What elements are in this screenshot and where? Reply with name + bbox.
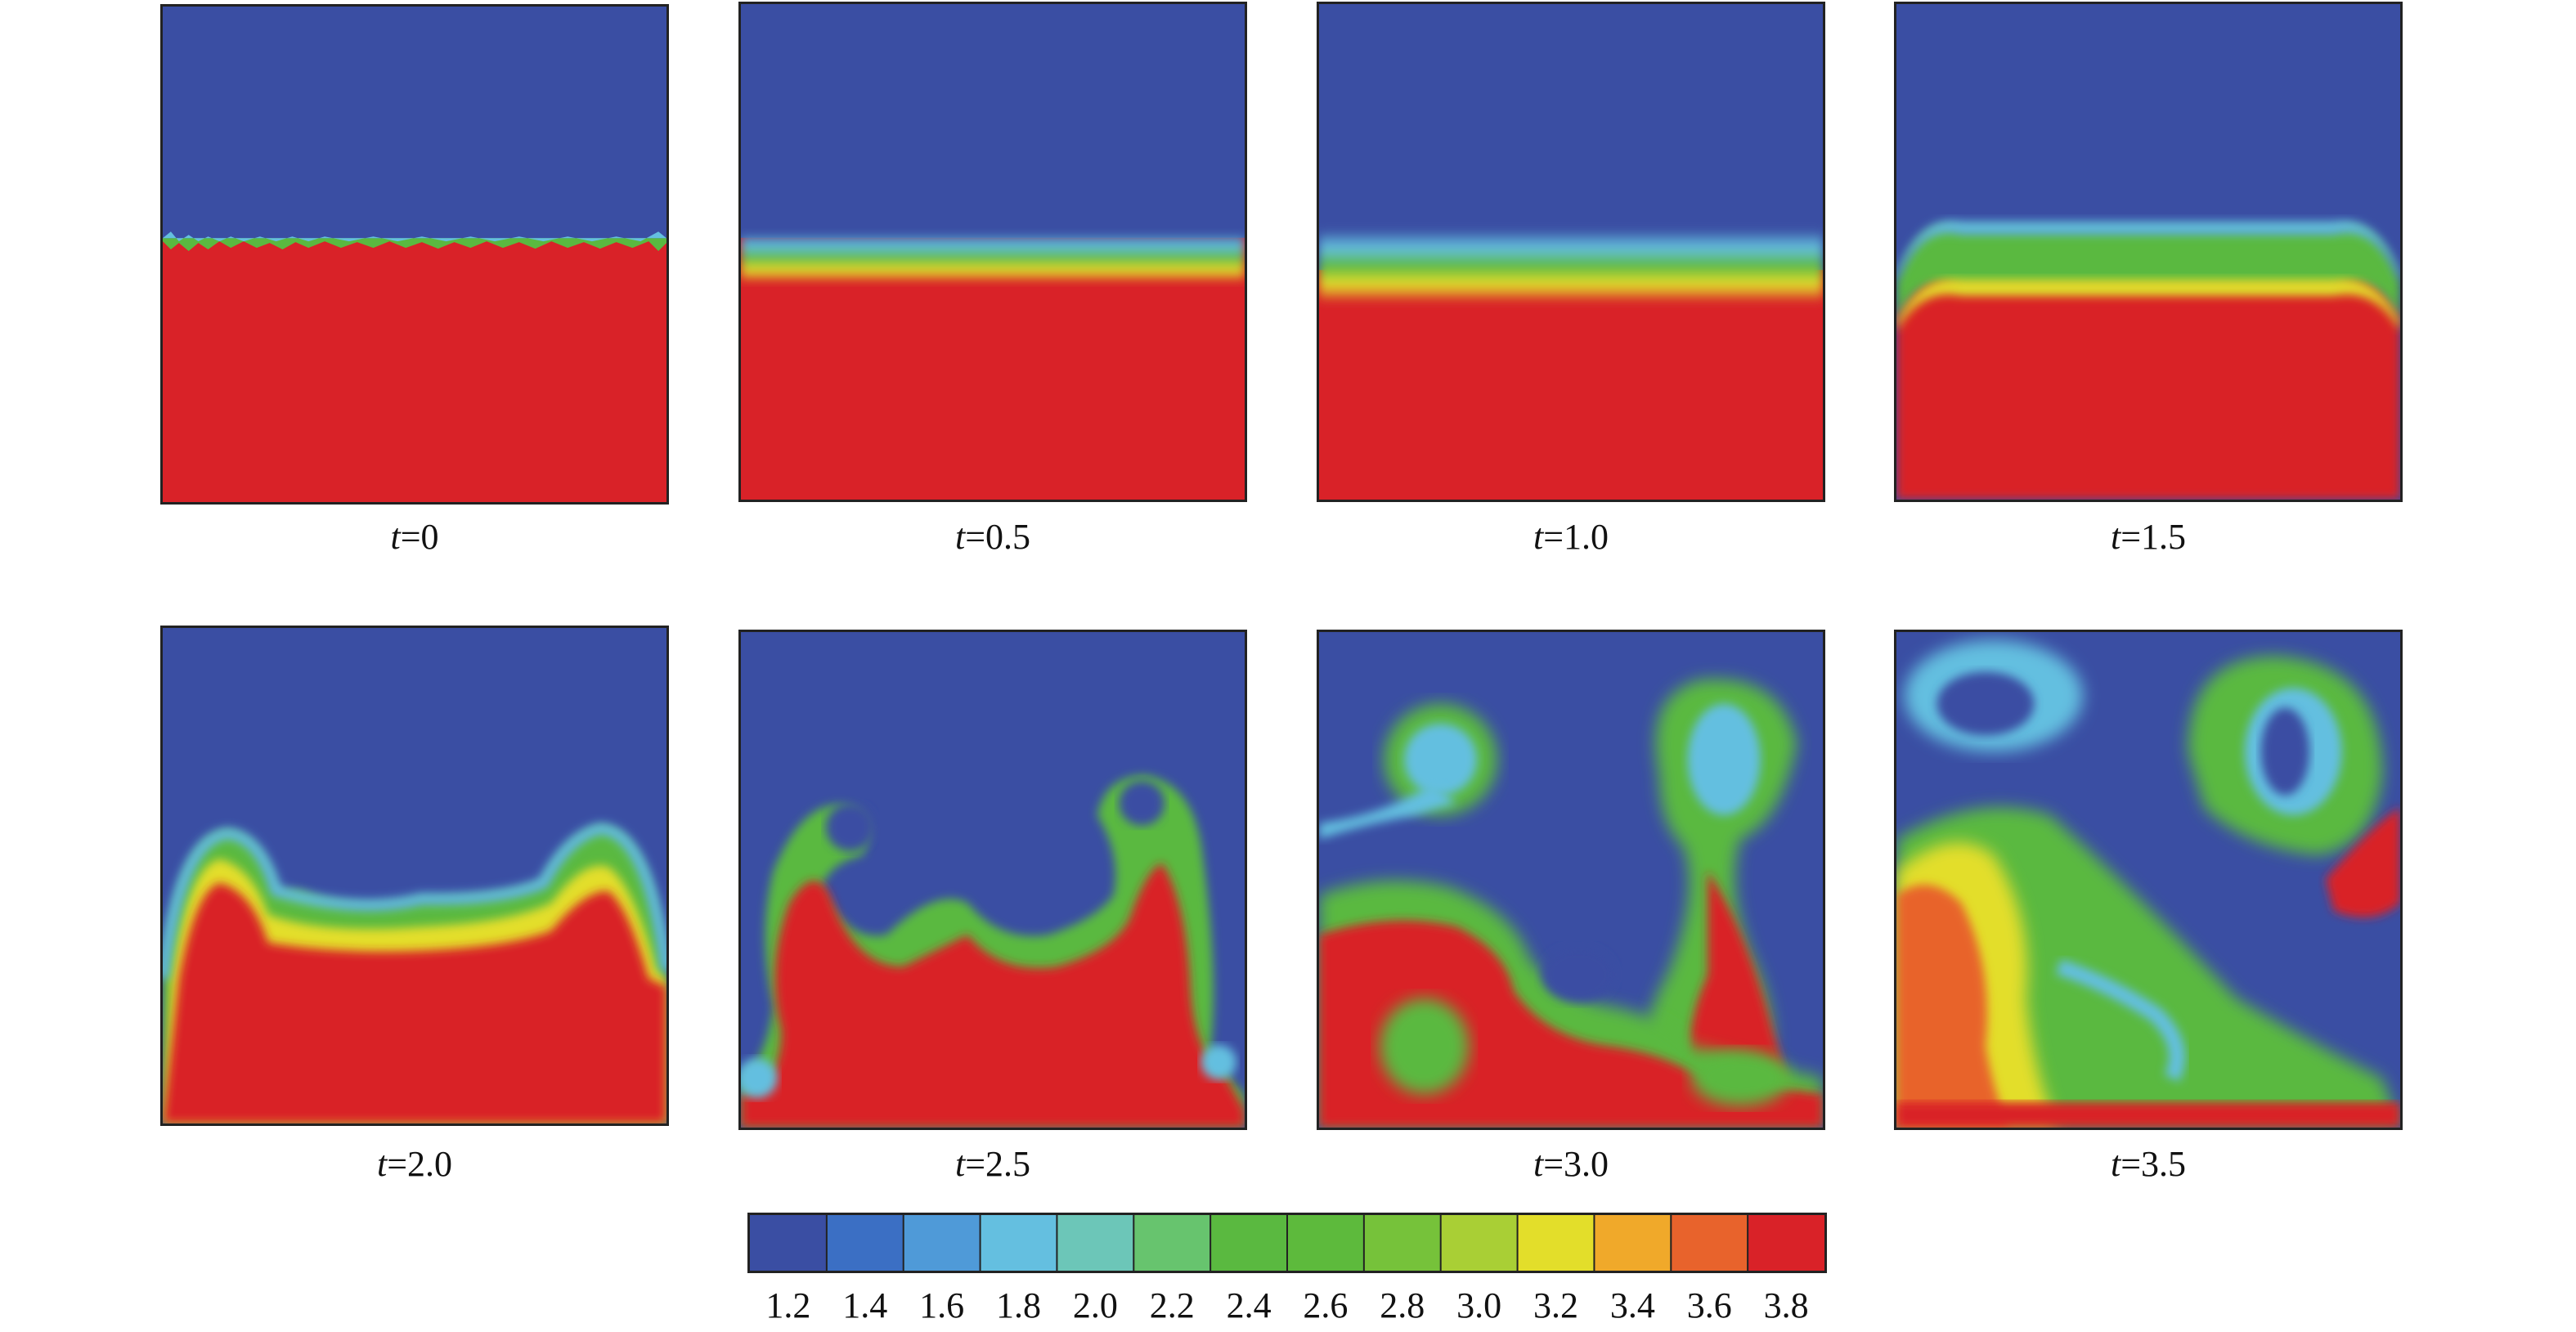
frame-t0.5 — [738, 2, 1247, 502]
colorbar-tick-label: 2.2 — [1149, 1285, 1195, 1325]
colorbar-tick-label: 1.6 — [919, 1285, 965, 1325]
frame-t2.5 — [738, 630, 1247, 1130]
colorbar-segment — [1363, 1215, 1442, 1271]
colorbar-segment — [1287, 1215, 1365, 1271]
colorbar-tick-label: 3.0 — [1456, 1285, 1502, 1325]
colorbar-segment — [1671, 1215, 1748, 1271]
colorbar-segment — [1748, 1215, 1824, 1271]
colorbar-tick-label: 2.6 — [1303, 1285, 1349, 1325]
colorbar-segment — [1133, 1215, 1211, 1271]
frame-t1.5 — [1894, 2, 2403, 502]
colorbar-tick-label: 3.8 — [1763, 1285, 1809, 1325]
colorbar-segment — [1440, 1215, 1519, 1271]
colorbar-tick-label: 2.0 — [1072, 1285, 1118, 1325]
colorbar-tick-label: 3.4 — [1609, 1285, 1655, 1325]
colorbar-tick-label: 2.8 — [1380, 1285, 1425, 1325]
frame-t2.0 — [160, 626, 669, 1126]
caption-t2.5: t=2.5 — [954, 1144, 1031, 1184]
colorbar-segment — [903, 1215, 981, 1271]
colorbar-tick-label: 1.2 — [765, 1285, 811, 1325]
colorbar-segment — [1057, 1215, 1134, 1271]
colorbar-segment — [1210, 1215, 1288, 1271]
colorbar-tick-label: 2.4 — [1226, 1285, 1272, 1325]
frame-t3.0 — [1317, 630, 1825, 1130]
colorbar-tick-label: 3.2 — [1533, 1285, 1578, 1325]
colorbar — [747, 1213, 1827, 1273]
colorbar-tick-label: 1.8 — [996, 1285, 1041, 1325]
caption-t2.0: t=2.0 — [376, 1144, 453, 1184]
frame-t3.5 — [1894, 630, 2403, 1130]
caption-t0: t=0 — [390, 517, 439, 557]
frame-t0 — [160, 4, 669, 505]
colorbar-segment — [826, 1215, 904, 1271]
frame-t1.0 — [1317, 2, 1825, 502]
caption-t3.0: t=3.0 — [1533, 1144, 1609, 1184]
caption-t0.5: t=0.5 — [954, 517, 1031, 557]
colorbar-segment — [750, 1215, 828, 1271]
colorbar-segment — [1594, 1215, 1672, 1271]
caption-t3.5: t=3.5 — [2110, 1144, 2187, 1184]
colorbar-segment — [980, 1215, 1057, 1271]
colorbar-tick-label: 1.4 — [842, 1285, 888, 1325]
caption-t1.0: t=1.0 — [1533, 517, 1609, 557]
caption-t1.5: t=1.5 — [2110, 517, 2187, 557]
colorbar-tick-label: 3.6 — [1686, 1285, 1732, 1325]
colorbar-segment — [1517, 1215, 1595, 1271]
